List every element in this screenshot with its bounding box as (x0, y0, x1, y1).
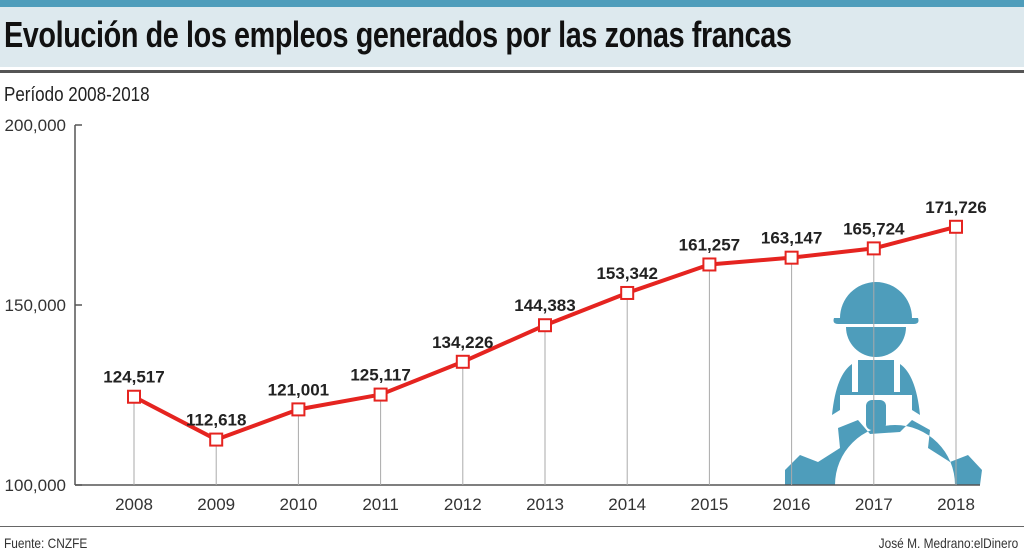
data-label: 161,257 (679, 235, 740, 254)
worker-gear-icon (785, 282, 982, 485)
footer-divider (0, 526, 1024, 527)
x-tick-label: 2010 (279, 495, 317, 514)
top-accent-bar (0, 0, 1024, 7)
x-tick-label: 2013 (526, 495, 564, 514)
x-tick-label: 2014 (608, 495, 646, 514)
title-divider (0, 70, 1024, 73)
x-tick-label: 2009 (197, 495, 235, 514)
y-tick-label: 150,000 (5, 296, 66, 315)
data-label: 134,226 (432, 333, 493, 352)
x-tick-label: 2012 (444, 495, 482, 514)
data-point (291, 402, 306, 417)
data-point (866, 241, 881, 256)
data-label: 163,147 (761, 229, 822, 248)
data-label: 165,724 (843, 219, 905, 238)
source-note: Fuente: CNZFE (4, 535, 88, 551)
chart-title: Evolución de los empleos generados por l… (4, 14, 792, 55)
data-point (784, 250, 799, 265)
x-tick-label: 2015 (690, 495, 728, 514)
data-label: 144,383 (514, 296, 575, 315)
x-tick-label: 2018 (937, 495, 975, 514)
labels: 2008 2009 2010 2011 2012 2013 2014 2015 2016 2017… (103, 198, 986, 514)
data-label: 124,517 (103, 368, 164, 387)
x-tick-label: 2011 (362, 495, 399, 514)
data-point (209, 432, 224, 447)
y-tick-label: 100,000 (5, 476, 66, 495)
data-point (620, 285, 635, 300)
data-point (455, 354, 470, 369)
axes: 100,000 150,000 200,000 (5, 116, 980, 495)
data-label: 153,342 (596, 264, 657, 283)
data-label: 171,726 (925, 198, 986, 217)
x-tick-label: 2016 (773, 495, 811, 514)
drop-lines (133, 226, 957, 485)
data-point (373, 387, 388, 402)
chart-subtitle: Período 2008-2018 (4, 84, 150, 106)
data-point (949, 219, 963, 234)
data-label: 121,001 (268, 380, 329, 399)
credit-note: José M. Medrano:elDinero (878, 535, 1018, 551)
data-label: 125,117 (350, 366, 411, 385)
data-point (702, 257, 717, 272)
x-tick-label: 2017 (855, 495, 893, 514)
data-point (538, 318, 552, 333)
y-tick-label: 200,000 (5, 116, 66, 135)
series-line (127, 219, 963, 447)
data-point (127, 389, 141, 404)
title-band (0, 7, 1024, 67)
x-tick-label: 2008 (115, 495, 153, 514)
data-label: 112,618 (186, 411, 247, 430)
